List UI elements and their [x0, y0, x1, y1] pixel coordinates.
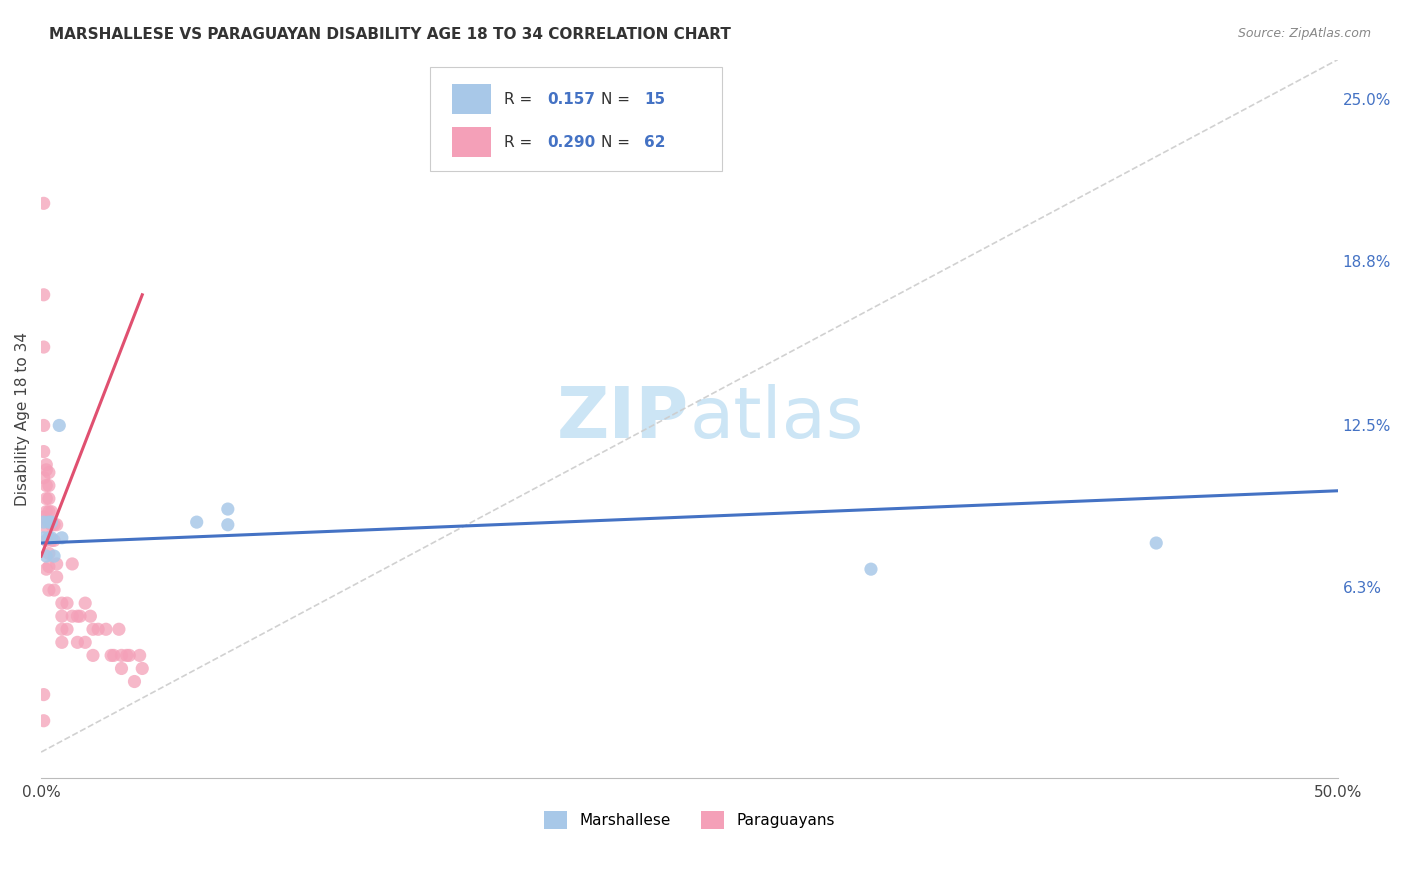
Point	[51, 635, 73, 649]
Point	[41, 515, 63, 529]
Point	[48, 418, 70, 433]
Point	[35, 491, 58, 506]
Point	[110, 661, 132, 675]
Point	[51, 596, 73, 610]
Point	[35, 520, 58, 534]
Point	[51, 609, 73, 624]
Point	[35, 458, 58, 472]
Point	[51, 622, 73, 636]
Point	[38, 478, 60, 492]
Point	[82, 648, 104, 663]
Point	[128, 648, 150, 663]
Point	[35, 505, 58, 519]
Point	[51, 531, 73, 545]
Point	[217, 517, 239, 532]
Point	[115, 648, 138, 663]
Text: atlas: atlas	[689, 384, 863, 453]
Point	[35, 463, 58, 477]
Point	[38, 491, 60, 506]
Text: ZIP: ZIP	[557, 384, 689, 453]
Text: 0.290: 0.290	[547, 135, 595, 150]
Point	[859, 562, 882, 576]
Point	[32, 340, 55, 354]
Point	[32, 471, 55, 485]
Point	[69, 609, 91, 624]
Point	[42, 549, 65, 563]
Point	[131, 661, 153, 675]
Point	[32, 444, 55, 458]
Point	[60, 557, 83, 571]
Point	[35, 478, 58, 492]
Point	[35, 549, 58, 563]
Point	[32, 688, 55, 702]
Point	[87, 622, 110, 636]
Point	[66, 609, 89, 624]
Point	[38, 466, 60, 480]
Point	[35, 533, 58, 548]
Text: MARSHALLESE VS PARAGUAYAN DISABILITY AGE 18 TO 34 CORRELATION CHART: MARSHALLESE VS PARAGUAYAN DISABILITY AGE…	[49, 27, 731, 42]
Point	[110, 648, 132, 663]
Point	[56, 622, 79, 636]
Text: Source: ZipAtlas.com: Source: ZipAtlas.com	[1237, 27, 1371, 40]
Point	[32, 515, 55, 529]
Point	[45, 517, 67, 532]
Point	[108, 622, 131, 636]
Point	[217, 502, 239, 516]
Point	[41, 531, 63, 545]
Point	[32, 196, 55, 211]
Point	[1144, 536, 1167, 550]
Point	[118, 648, 141, 663]
Point	[41, 533, 63, 548]
Point	[66, 635, 89, 649]
Point	[38, 531, 60, 545]
Point	[38, 531, 60, 545]
Point	[103, 648, 125, 663]
Point	[82, 622, 104, 636]
Text: 62: 62	[644, 135, 665, 150]
FancyBboxPatch shape	[430, 67, 721, 171]
Bar	[453, 84, 491, 114]
Point	[124, 674, 146, 689]
Text: R =: R =	[503, 135, 537, 150]
Point	[41, 517, 63, 532]
Point	[35, 562, 58, 576]
Text: R =: R =	[503, 92, 537, 107]
Point	[56, 596, 79, 610]
Point	[94, 622, 117, 636]
Bar	[453, 128, 491, 157]
Point	[75, 596, 97, 610]
Point	[42, 583, 65, 598]
Point	[32, 287, 55, 301]
Point	[100, 648, 122, 663]
Point	[186, 515, 208, 529]
Point	[42, 517, 65, 532]
Text: 0.157: 0.157	[547, 92, 595, 107]
Point	[32, 531, 55, 545]
Point	[38, 547, 60, 561]
Point	[32, 418, 55, 433]
Point	[41, 505, 63, 519]
Legend: Marshallese, Paraguayans: Marshallese, Paraguayans	[538, 805, 841, 835]
Y-axis label: Disability Age 18 to 34: Disability Age 18 to 34	[15, 332, 30, 506]
Point	[79, 609, 101, 624]
Point	[60, 609, 83, 624]
Point	[42, 533, 65, 548]
Point	[45, 570, 67, 584]
Point	[75, 635, 97, 649]
Point	[32, 714, 55, 728]
Point	[38, 515, 60, 529]
Point	[38, 559, 60, 574]
Point	[45, 557, 67, 571]
Point	[32, 509, 55, 524]
Text: N =: N =	[602, 135, 636, 150]
Point	[38, 505, 60, 519]
Text: N =: N =	[602, 92, 636, 107]
Text: 15: 15	[644, 92, 665, 107]
Point	[38, 583, 60, 598]
